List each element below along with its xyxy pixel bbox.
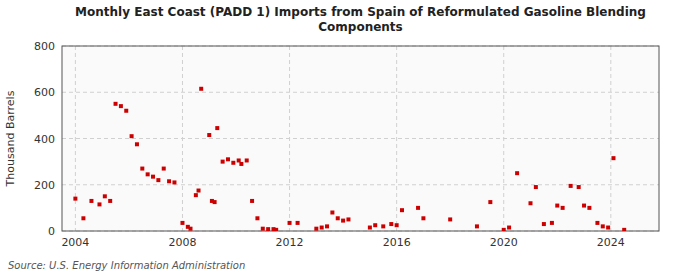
x-grid-line	[396, 46, 397, 231]
point	[140, 167, 144, 171]
point	[207, 133, 211, 137]
point	[135, 142, 139, 146]
point	[346, 217, 350, 221]
point	[400, 208, 404, 212]
point	[395, 223, 399, 227]
point	[555, 204, 559, 208]
point	[606, 226, 610, 230]
point	[237, 158, 241, 162]
point	[561, 206, 565, 210]
point	[146, 172, 150, 176]
point	[261, 227, 265, 231]
point	[221, 160, 225, 164]
point	[226, 157, 230, 161]
point	[341, 219, 345, 223]
point	[507, 226, 511, 230]
point	[197, 189, 201, 193]
point	[569, 184, 573, 188]
point	[475, 224, 479, 228]
title: Monthly East Coast (PADD 1) Imports from…	[75, 5, 646, 34]
grid	[62, 46, 659, 231]
point	[250, 199, 254, 203]
point	[180, 221, 184, 225]
y-axis-label: Thousand Barrels	[4, 90, 17, 187]
point	[81, 216, 85, 220]
point	[595, 221, 599, 225]
point	[119, 104, 123, 108]
point	[381, 224, 385, 228]
point	[330, 211, 334, 215]
x-tick-label: 2008	[168, 236, 196, 249]
point	[245, 158, 249, 162]
points	[73, 87, 626, 231]
chart: 2004 2008 2012 2016 2020 2024 0 200 400 600 800 Mon…	[0, 0, 675, 275]
y-tick-label: 400	[34, 133, 55, 146]
x-tick-label: 2004	[61, 236, 89, 249]
point	[172, 180, 176, 184]
point	[124, 109, 128, 113]
point	[582, 204, 586, 208]
point	[488, 200, 492, 204]
point	[389, 222, 393, 226]
point	[314, 227, 318, 231]
y-tick-label: 800	[34, 40, 55, 53]
point	[296, 221, 300, 225]
point	[130, 134, 134, 138]
point	[114, 102, 118, 106]
point	[542, 222, 546, 226]
point	[266, 227, 270, 231]
point	[288, 221, 292, 225]
point	[156, 178, 160, 182]
point	[103, 194, 107, 198]
y-tick-label: 0	[48, 225, 55, 238]
source: Source: U.S. Energy Information Administ…	[8, 260, 245, 271]
point	[421, 216, 425, 220]
point	[373, 223, 377, 227]
point	[336, 216, 340, 220]
point	[213, 200, 217, 204]
point	[587, 206, 591, 210]
point	[515, 171, 519, 175]
point	[194, 193, 198, 197]
point	[550, 221, 554, 225]
point	[167, 179, 171, 183]
x-tick-label: 2016	[383, 236, 411, 249]
y-grid-line	[62, 92, 659, 93]
point	[274, 228, 278, 231]
point	[368, 226, 372, 230]
y-grid-line	[62, 138, 659, 139]
point	[611, 156, 615, 160]
point	[601, 224, 605, 228]
point	[108, 199, 112, 203]
point	[189, 227, 193, 231]
x-tick-label: 2012	[276, 236, 304, 249]
point	[215, 126, 219, 130]
y-tick-label: 200	[34, 179, 55, 192]
plot-frame	[62, 46, 659, 231]
point	[320, 226, 324, 230]
x-tick-label: 2024	[597, 236, 625, 249]
point	[97, 202, 101, 206]
point	[325, 224, 329, 228]
point	[89, 199, 93, 203]
point	[231, 161, 235, 165]
x-grid-line	[75, 46, 76, 231]
point	[534, 185, 538, 189]
point	[162, 167, 166, 171]
point	[199, 87, 203, 91]
point	[577, 185, 581, 189]
point	[73, 197, 77, 201]
point	[448, 217, 452, 221]
point	[151, 175, 155, 179]
point	[528, 201, 532, 205]
y-tick-label: 600	[34, 86, 55, 99]
point	[239, 162, 243, 166]
point	[416, 206, 420, 210]
point	[255, 216, 259, 220]
point	[502, 228, 506, 231]
plot-area	[62, 46, 659, 231]
point	[622, 228, 626, 231]
x-tick-label: 2020	[490, 236, 518, 249]
